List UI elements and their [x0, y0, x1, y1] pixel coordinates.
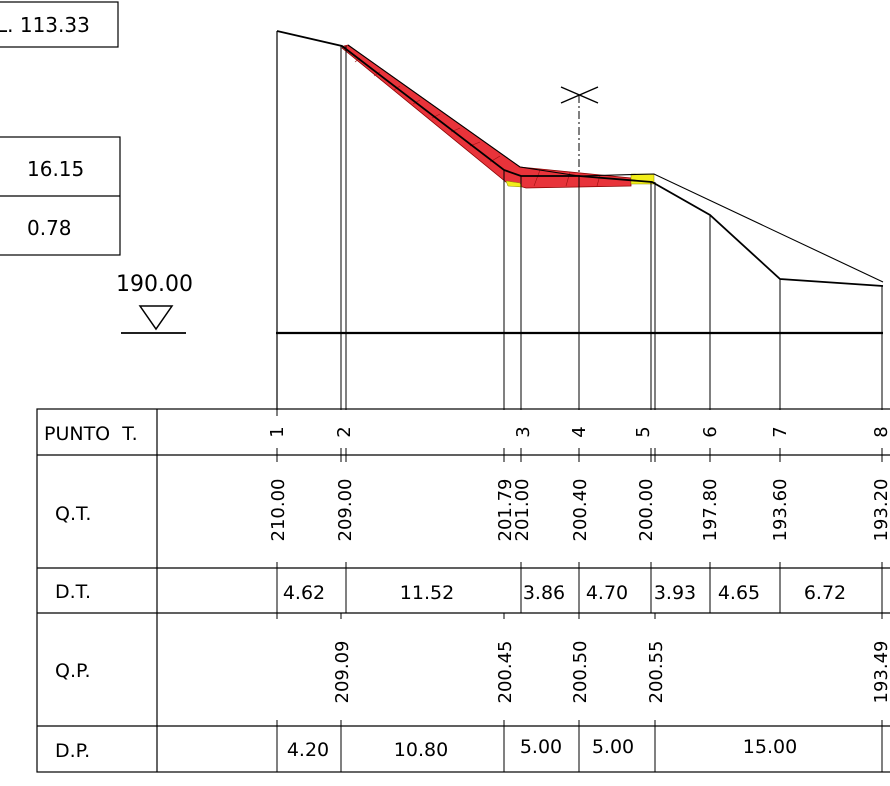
- row-label-qp: Q.P.: [55, 660, 91, 682]
- qt-value: 209.00: [335, 479, 356, 542]
- point-number: 8: [871, 426, 890, 437]
- datum-triangle-icon: [138, 305, 174, 331]
- data-table: [36, 408, 890, 773]
- dt-value: 4.65: [718, 582, 760, 604]
- point-number: 2: [334, 426, 355, 437]
- point-number: 6: [700, 426, 721, 437]
- qp-value: 209.09: [332, 641, 353, 704]
- qp-values: 209.09 200.45 200.50 200.55 193.49: [332, 641, 890, 704]
- dt-value: 4.70: [586, 582, 628, 604]
- dp-value: 4.20: [287, 739, 329, 761]
- qp-value: 193.49: [871, 641, 890, 704]
- qt-value: 201.00: [512, 479, 533, 542]
- row-label-punto: PUNTO T.: [44, 423, 138, 445]
- dt-value: 3.93: [654, 582, 696, 604]
- qt-value: 201.79: [495, 479, 516, 542]
- qt-value: 210.00: [268, 479, 289, 542]
- point-number: 1: [267, 426, 288, 437]
- table-ticks: [276, 410, 883, 772]
- point-number: 4: [569, 426, 590, 437]
- qt-value: 200.40: [570, 479, 591, 542]
- qp-value: 200.45: [495, 641, 516, 704]
- dp-value: 5.00: [592, 736, 634, 758]
- dp-value: 5.00: [520, 736, 562, 758]
- point-number: 7: [770, 426, 791, 437]
- info-box-values: 16.15 0.78: [0, 136, 121, 256]
- row-label-dp: D.P.: [55, 740, 90, 762]
- qt-value: 197.80: [700, 479, 721, 542]
- dp-values: 4.20 10.80 5.00 5.00 15.00: [287, 736, 797, 761]
- qt-values: 210.00 209.00 201.79 201.00 200.40 200.0…: [268, 479, 890, 542]
- project-line: [347, 44, 884, 283]
- cut-area: [341, 44, 632, 189]
- value-a: 16.15: [27, 157, 84, 181]
- dp-value: 15.00: [743, 736, 797, 758]
- axis-cross-icon: [560, 86, 599, 176]
- dt-value: 11.52: [400, 582, 454, 604]
- dt-value: 6.72: [804, 582, 846, 604]
- row-label-dt: D.T.: [55, 581, 91, 603]
- qp-value: 200.50: [570, 641, 591, 704]
- dt-values: 4.62 11.52 3.86 4.70 3.93 4.65 6.72: [283, 582, 846, 604]
- station-lines: [340, 46, 883, 410]
- value-b: 0.78: [27, 216, 72, 240]
- qt-value: 193.20: [871, 479, 890, 542]
- qp-value: 200.55: [646, 641, 667, 704]
- info-box-area: L. 113.33: [0, 1, 119, 48]
- dp-value: 10.80: [394, 739, 448, 761]
- point-number: 5: [633, 426, 654, 437]
- point-numbers: 1 2 3 4 5 6 7 8: [267, 426, 890, 437]
- dt-value: 4.62: [283, 582, 325, 604]
- qt-value: 200.00: [636, 479, 657, 542]
- dt-value: 3.86: [523, 582, 565, 604]
- datum-label: 190.00: [116, 272, 193, 297]
- qt-value: 193.60: [770, 479, 791, 542]
- point-number: 3: [513, 426, 534, 437]
- fill-area-left: [505, 180, 523, 188]
- area-label: L. 113.33: [0, 13, 90, 37]
- datum-marker: 190.00: [116, 272, 193, 334]
- row-label-qt: Q.T.: [55, 503, 91, 525]
